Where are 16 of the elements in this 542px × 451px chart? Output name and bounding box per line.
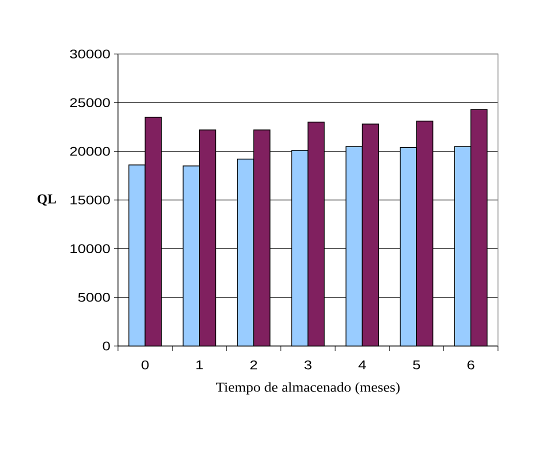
- y-tick-label: 20000: [70, 146, 110, 156]
- y-tick-label: 10000: [70, 244, 110, 254]
- x-tick-label: 6: [468, 360, 474, 370]
- y-tick-label: 0: [102, 342, 110, 350]
- x-tick-label: 2: [250, 360, 258, 370]
- y-tick-label: 5000: [78, 292, 110, 302]
- x-tick-label: 0: [142, 360, 149, 370]
- y-tick-label: 15000: [70, 196, 110, 204]
- x-tick-label: 3: [304, 360, 312, 370]
- y-tick-label: 30000: [70, 50, 110, 58]
- y-tick-label: 25000: [70, 98, 110, 108]
- y-axis-title: QL: [38, 194, 56, 206]
- x-axis-title: Tiempo de almacenado (meses): [216, 382, 400, 394]
- x-tick-label: 5: [413, 360, 420, 370]
- x-tick-label: 1: [196, 360, 203, 370]
- x-tick-label: 4: [358, 360, 366, 370]
